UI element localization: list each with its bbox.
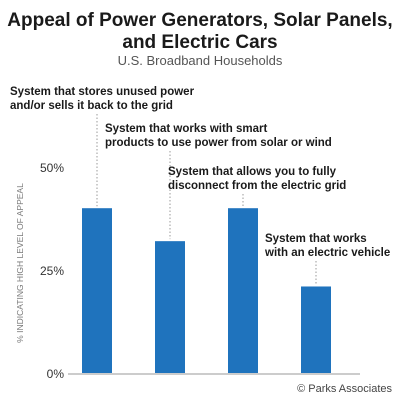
bar-annotation: System that stores unused power and/or se… (10, 86, 195, 112)
bar-annotation: System that works with an electric vehicl… (264, 233, 390, 259)
chart-title-line-2: and Electric Cars (122, 32, 277, 53)
y-axis-label: % INDICATING HIGH LEVEL OF APPEAL (15, 183, 25, 343)
bars (82, 208, 331, 373)
chart-title-line-1: Appeal of Power Generators, Solar Panels… (7, 10, 392, 31)
annotation-leader-lines (96, 114, 317, 285)
bar-annotations: System that stores unused power and/or se… (10, 86, 390, 259)
bar (228, 208, 258, 373)
bar (301, 286, 331, 373)
chart-subtitle: U.S. Broadband Households (118, 53, 283, 68)
bar (82, 208, 112, 373)
bar-annotation: System that allows you to fully disconnec… (168, 166, 346, 192)
credit-text: © Parks Associates (297, 383, 392, 395)
bar-annotation: System that works with smart products to … (105, 123, 332, 149)
y-tick-label: 50% (40, 161, 64, 175)
y-axis-ticks: 0% 25% 50% (40, 161, 64, 381)
y-tick-label: 0% (47, 367, 65, 381)
bar (155, 241, 185, 373)
y-tick-label: 25% (40, 264, 64, 278)
